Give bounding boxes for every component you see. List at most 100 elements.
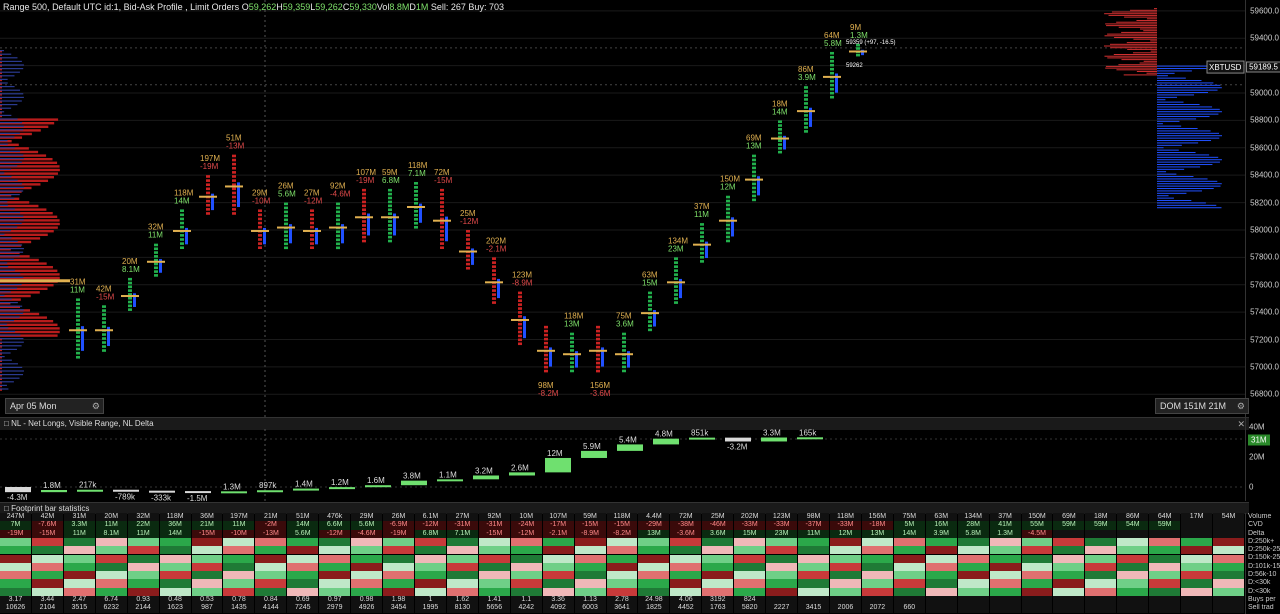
footprint-cell: 1763 <box>702 604 734 613</box>
poc-level <box>563 353 581 356</box>
footprint-cell <box>414 194 418 197</box>
footprint-cell: -33M <box>766 521 798 530</box>
footprint-cell <box>1021 579 1053 588</box>
footprint-cell: -15M <box>31 529 63 538</box>
close-icon[interactable]: ✕ <box>1237 419 1245 429</box>
ohlc-value: 59,262 <box>248 2 277 12</box>
footprint-cell <box>180 217 184 221</box>
gear-icon[interactable]: ⚙ <box>91 401 100 411</box>
footprint-cell: -12M <box>510 529 542 538</box>
indicator-canvas[interactable]: -4.3M 1.8M 217k -789k -333k -1.5M 1.3M 897k 1.4M… <box>0 428 1245 503</box>
volume-profile-bar <box>0 291 40 294</box>
bar-delta-label: -2.1M <box>486 244 507 253</box>
footprint-cell: -10M <box>223 529 255 538</box>
collapse-icon[interactable]: □ <box>4 419 9 428</box>
bar-volume-label: 18M <box>772 99 788 108</box>
footprint-cell <box>752 198 756 202</box>
indicator-chart[interactable]: -4.3M 1.8M 217k -789k -333k -1.5M 1.3M 897k 1.4M… <box>0 428 1245 503</box>
footprint-cell <box>622 336 626 340</box>
footprint-cell <box>206 208 210 211</box>
footprint-cell <box>95 546 127 555</box>
footprint-row-label: Delta <box>1248 529 1265 537</box>
footprint-cell <box>544 337 548 341</box>
footprint-cell <box>127 546 159 555</box>
footprint-cell <box>752 190 756 194</box>
footprint-cell <box>128 300 132 304</box>
date-chip[interactable]: Apr 05 Mon ⚙ <box>5 398 104 414</box>
volume-profile-bar <box>0 320 54 323</box>
footprint-cell: 1.98 <box>383 596 414 605</box>
footprint-cell <box>154 274 158 277</box>
footprint-cell: -46M <box>702 521 734 530</box>
net-longs-bar <box>437 479 463 482</box>
footprint-cell <box>752 162 756 166</box>
footprint-cell <box>925 537 957 547</box>
footprint-cell <box>830 571 861 580</box>
footprint-cell <box>478 554 510 563</box>
footprint-cell <box>596 357 600 361</box>
volume-profile-bar <box>0 118 59 121</box>
footprint-cell: 32M <box>127 513 159 522</box>
net-longs-label: 5.9M <box>583 442 601 451</box>
footprint-cell: 150M <box>1021 513 1053 522</box>
footprint-cell <box>957 562 989 572</box>
footprint-cell <box>574 546 606 555</box>
footprint-cell: 63M <box>925 513 957 522</box>
price-axis[interactable]: 59600.059400.059200.059000.058800.058600… <box>1245 0 1280 417</box>
volume-profile-bar <box>0 370 24 372</box>
footprint-cell <box>726 231 730 235</box>
footprint-cell <box>76 306 80 310</box>
footprint-cell <box>1085 554 1117 563</box>
footprint-cell: 202M <box>734 513 766 522</box>
footprint-cell <box>76 302 80 306</box>
footprint-cell <box>798 554 829 563</box>
net-longs-bar <box>509 472 535 476</box>
collapse-icon[interactable]: □ <box>4 504 9 513</box>
footprint-cell <box>510 587 542 596</box>
bar-volume-label: 72M <box>434 168 450 177</box>
footprint-cell <box>1085 587 1117 596</box>
bar-delta-label: -8.9M <box>512 279 533 288</box>
footprint-cell <box>1181 587 1213 596</box>
dom-bid-bar <box>1157 149 1179 151</box>
footprint-cell <box>102 305 106 308</box>
footprint-cell: -19M <box>0 529 31 538</box>
footprint-cell <box>180 238 184 241</box>
ohlc-key: H <box>276 2 283 12</box>
footprint-cell <box>102 321 106 324</box>
footprint-cell: -8.9M <box>574 529 606 538</box>
volume-profile-bar <box>0 165 18 167</box>
price-chart[interactable]: 31M 11M 42M -15M 20M 8.1M 32M 11M 118M 14M 197M -19… <box>0 0 1245 417</box>
footprint-table[interactable]: 247M 42M 31M 20M 32M 118M 36M 197M 21M 51M 476k 29M… <box>0 513 1245 614</box>
volume-profile-bar <box>0 359 12 361</box>
footprint-cell <box>336 246 340 250</box>
footprint-cell: 3.9M <box>925 529 957 538</box>
volume-profile-bar <box>0 298 12 300</box>
bar-volume-label: 98M <box>538 381 554 390</box>
footprint-cell <box>596 369 600 373</box>
volume-profile-bar <box>0 244 23 246</box>
footprint-cell <box>830 596 861 605</box>
dom-ask-bar <box>1104 55 1157 57</box>
footprint-cell <box>159 579 191 588</box>
footprint-cell <box>804 86 808 89</box>
dom-ask-bar <box>1140 28 1157 30</box>
footprint-cell <box>542 571 574 580</box>
footprint-cell <box>1053 546 1085 555</box>
footprint-cell <box>798 546 829 555</box>
footprint-cell <box>544 333 548 337</box>
net-longs-bar <box>725 437 751 442</box>
dom-chip[interactable]: DOM 151M 21M ⚙ <box>1155 398 1249 414</box>
gear-icon[interactable]: ⚙ <box>1236 401 1245 411</box>
footprint-cell: 6.8M <box>415 529 446 538</box>
footprint-cell: 3.3M <box>63 521 95 530</box>
footprint-cell <box>180 242 184 245</box>
volume-marker <box>627 351 630 368</box>
volume-profile-bar <box>0 201 30 204</box>
footprint-cell <box>766 571 798 580</box>
bar-delta-label: -10M <box>252 196 271 205</box>
indicator-axis[interactable]: 40M 20M 0 31M <box>1245 417 1280 501</box>
footprint-header[interactable]: □ Footprint bar statistics <box>0 502 1249 514</box>
indicator-header[interactable]: □ NL - Net Longs, Visible Range, NL Delt… <box>0 417 1249 430</box>
